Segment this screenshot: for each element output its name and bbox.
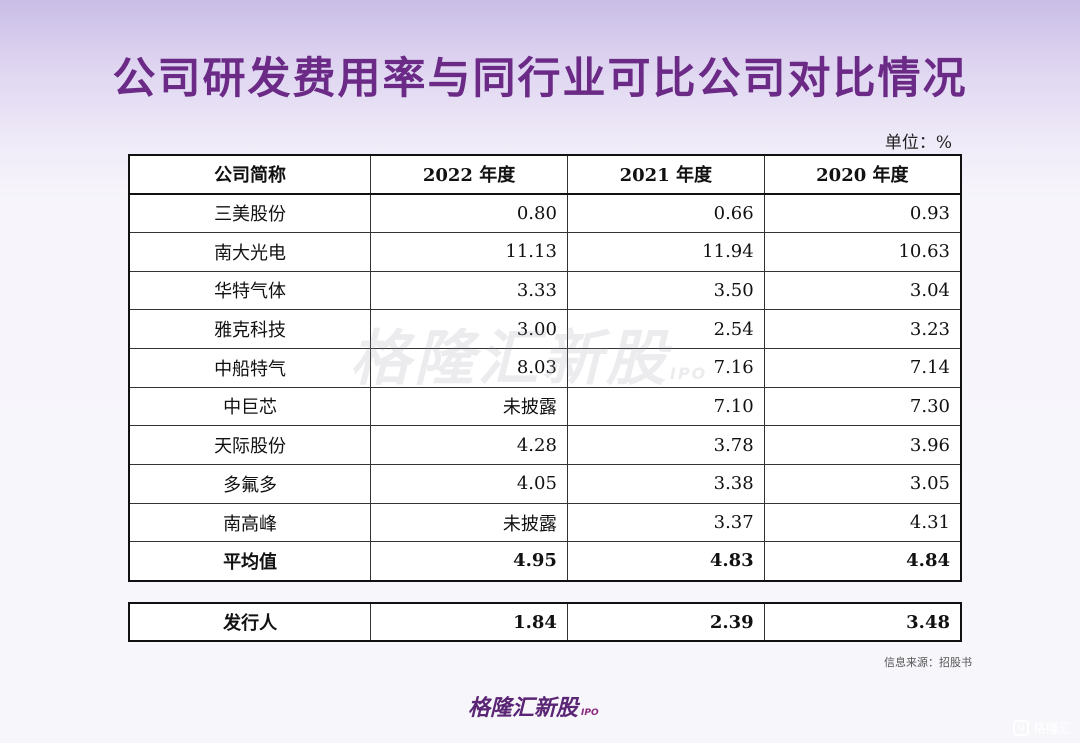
company-name: 雅克科技 [128, 309, 372, 349]
value-2020: 3.05 [763, 464, 962, 504]
average-2020: 4.84 [763, 541, 962, 582]
header-2021: 2021 年度 [566, 154, 765, 195]
value-2021: 7.16 [566, 347, 765, 388]
header-2022: 2022 年度 [370, 154, 568, 195]
value-2021: 3.78 [566, 425, 765, 465]
table-header-row: 公司简称 2022 年度 2021 年度 2020 年度 [128, 154, 962, 195]
value-2022: 8.03 [370, 347, 568, 388]
company-name: 华特气体 [128, 270, 372, 311]
company-name: 三美股份 [128, 193, 372, 233]
table-row: 三美股份 0.80 0.66 0.93 [128, 193, 962, 233]
value-2020: 0.93 [763, 193, 962, 233]
value-2022: 4.28 [370, 425, 568, 465]
table-row: 中船特气 8.03 7.16 7.14 [128, 347, 962, 388]
average-2022: 4.95 [370, 541, 568, 582]
brand-logo: 格隆汇新股 IPO [468, 690, 599, 722]
g-logo-icon: G [1012, 719, 1029, 736]
issuer-table: 发行人 1.84 2.39 3.48 [128, 602, 962, 642]
page-title: 公司研发费用率与同行业可比公司对比情况 [112, 54, 968, 104]
company-name: 南大光电 [128, 231, 372, 272]
company-name: 多氟多 [128, 464, 372, 504]
value-2021: 3.50 [566, 270, 765, 311]
table-row: 雅克科技 3.00 2.54 3.23 [128, 309, 962, 349]
comparison-table: 公司简称 2022 年度 2021 年度 2020 年度 三美股份 0.80 0… [128, 154, 962, 582]
average-row: 平均值 4.95 4.83 4.84 [128, 541, 962, 582]
value-2020: 3.04 [763, 270, 962, 311]
issuer-label: 发行人 [128, 602, 372, 642]
average-label: 平均值 [128, 541, 372, 582]
value-2020: 10.63 [763, 231, 962, 272]
header-2020: 2020 年度 [763, 154, 962, 195]
table-row: 南大光电 11.13 11.94 10.63 [128, 231, 962, 272]
corner-text: 格隆汇 [1032, 722, 1072, 737]
value-2022: 未披露 [370, 386, 568, 427]
value-2021: 11.94 [566, 231, 765, 272]
value-2021: 7.10 [566, 386, 765, 427]
issuer-2022: 1.84 [370, 602, 568, 642]
issuer-2020: 3.48 [763, 602, 962, 642]
value-2022: 未披露 [370, 502, 568, 543]
table-row: 中巨芯 未披露 7.10 7.30 [128, 386, 962, 427]
average-2021: 4.83 [566, 541, 765, 582]
value-2021: 0.66 [566, 193, 765, 233]
company-name: 天际股份 [128, 425, 372, 465]
issuer-2021: 2.39 [566, 602, 765, 642]
table-row: 华特气体 3.33 3.50 3.04 [128, 270, 962, 311]
table-row: 南高峰 未披露 3.37 4.31 [128, 502, 962, 543]
company-name: 中巨芯 [128, 386, 372, 427]
value-2022: 0.80 [370, 193, 568, 233]
value-2022: 4.05 [370, 464, 568, 504]
value-2021: 2.54 [566, 309, 765, 349]
company-name: 南高峰 [128, 502, 372, 543]
value-2020: 7.30 [763, 386, 962, 427]
value-2021: 3.37 [566, 502, 765, 543]
table-row: 天际股份 4.28 3.78 3.96 [128, 425, 962, 465]
value-2022: 11.13 [370, 231, 568, 272]
source-note: 信息来源：招股书 [884, 656, 972, 669]
value-2020: 7.14 [763, 347, 962, 388]
unit-label: 单位：% [884, 133, 952, 153]
value-2022: 3.33 [370, 270, 568, 311]
brand-text: 格隆汇新股 [468, 696, 579, 721]
header-company: 公司简称 [128, 154, 372, 195]
brand-ipo: IPO [581, 708, 599, 718]
company-name: 中船特气 [128, 347, 372, 388]
value-2020: 4.31 [763, 502, 962, 543]
issuer-row: 发行人 1.84 2.39 3.48 [128, 602, 962, 642]
table-row: 多氟多 4.05 3.38 3.05 [128, 464, 962, 504]
value-2020: 3.96 [763, 425, 962, 465]
corner-watermark: G 格隆汇 [1012, 718, 1072, 737]
value-2022: 3.00 [370, 309, 568, 349]
value-2020: 3.23 [763, 309, 962, 349]
value-2021: 3.38 [566, 464, 765, 504]
